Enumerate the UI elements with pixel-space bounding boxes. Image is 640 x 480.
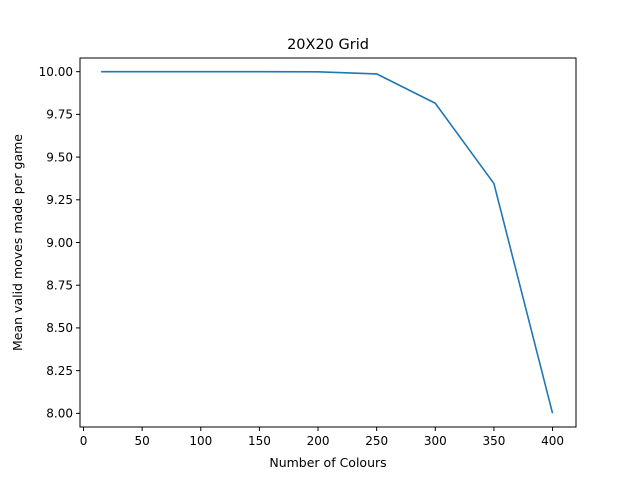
y-axis-label: Mean valid moves made per game	[10, 134, 25, 351]
plot-frame	[79, 57, 577, 428]
y-tick-label: 8.75	[46, 279, 73, 293]
x-tick-label: 200	[307, 434, 330, 448]
y-tick-label: 9.25	[46, 193, 73, 207]
x-tick-label: 150	[248, 434, 271, 448]
x-tick-label: 300	[424, 434, 447, 448]
y-tick-label: 9.50	[46, 150, 73, 164]
chart-title: 20X20 Grid	[287, 37, 369, 53]
x-tick-label: 350	[482, 434, 505, 448]
y-tick-label: 8.00	[46, 407, 73, 421]
y-tick-label: 9.75	[46, 108, 73, 122]
y-tick-label: 8.25	[46, 364, 73, 378]
series-line	[101, 70, 554, 414]
plot-area	[101, 70, 554, 414]
y-tick-label: 10.00	[39, 65, 73, 79]
x-tick-label: 0	[80, 434, 88, 448]
x-tick-label: 50	[135, 434, 150, 448]
y-tick-label: 8.50	[46, 321, 73, 335]
x-tick-label: 100	[189, 434, 212, 448]
x-tick-label: 250	[365, 434, 388, 448]
y-tick-label: 9.00	[46, 236, 73, 250]
x-tick-label: 400	[541, 434, 564, 448]
x-axis-label: Number of Colours	[269, 455, 386, 470]
